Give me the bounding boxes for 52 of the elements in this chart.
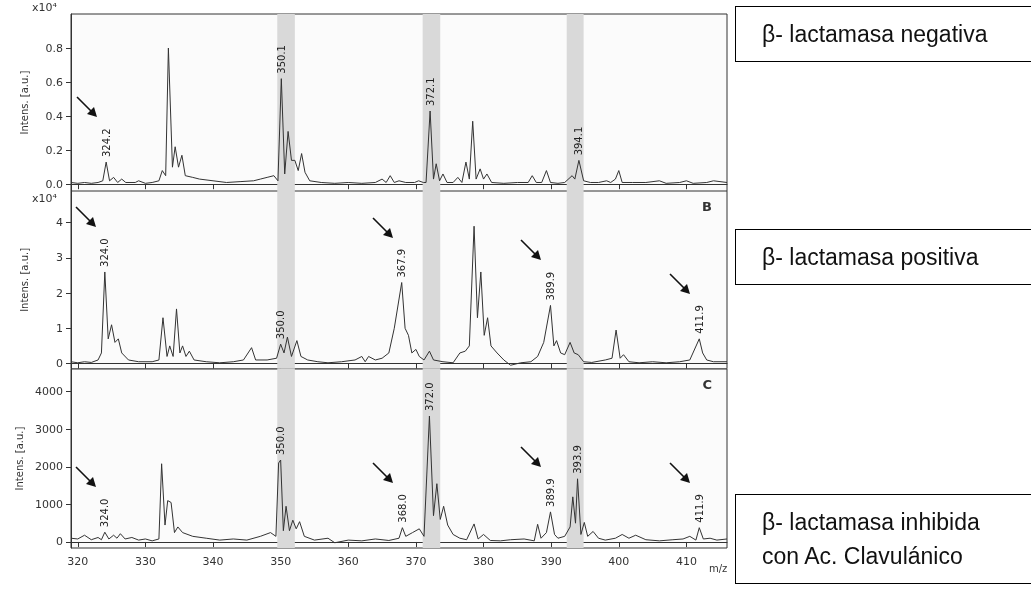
text: B — [702, 199, 713, 214]
text: C — [702, 377, 713, 392]
y-axis-title: Intens. [a.u.] — [18, 247, 30, 312]
x-tick-label: 370 — [405, 555, 427, 568]
y-tick-label: 0 — [56, 535, 63, 549]
annotation: 389.9 — [544, 271, 556, 301]
x-axis-title: m/z — [709, 563, 728, 575]
annotation: 411.9 — [693, 494, 705, 523]
x-tick-label: 360 — [337, 555, 359, 568]
annotation: 372.0 — [423, 382, 435, 412]
text: β- lactamasa negativa — [735, 6, 1031, 62]
annotation: 350.0 — [275, 310, 287, 340]
annotation: 324.0 — [99, 498, 111, 528]
annotation: 394.1 — [573, 126, 585, 156]
annotation: 350.1 — [275, 45, 287, 74]
annotation: 324.0 — [99, 238, 111, 267]
annotation: 389.9 — [544, 478, 556, 507]
x-tick-label: 340 — [202, 555, 224, 568]
x-tick-label: 320 — [67, 555, 89, 568]
y-tick-label: 3000 — [35, 422, 63, 436]
y-tick-label: 0 — [56, 357, 63, 370]
y-tick-label: 2 — [56, 286, 63, 300]
y-tick-label: 0.4 — [45, 109, 63, 123]
text: β- lactamasa inhibida con Ac. Clavulánico — [735, 494, 1031, 584]
y-tick-label: 0.0 — [45, 177, 63, 191]
y-tick-label: 0.8 — [45, 41, 63, 55]
annotation: 411.9 — [693, 305, 705, 334]
text: β- lactamasa positiva — [735, 229, 1031, 285]
x-tick-label: 380 — [473, 555, 495, 568]
annotation: 372.1 — [424, 77, 436, 107]
annotation: 350.0 — [275, 426, 287, 455]
y-axis-title: Intens. [a.u.] — [18, 70, 30, 135]
y-tick-label: 0.2 — [45, 143, 63, 157]
annotation: 368.0 — [396, 494, 408, 523]
y-tick-label: 4000 — [35, 385, 63, 399]
y-tick-label: 4 — [56, 216, 63, 230]
text: x10⁴ — [32, 192, 58, 205]
text: x10⁴ — [32, 1, 58, 14]
y-tick-label: 0.6 — [45, 75, 63, 89]
y-tick-label: 1000 — [35, 497, 63, 511]
annotation: 367.9 — [396, 248, 408, 278]
annotation: 324.2 — [100, 128, 112, 158]
y-tick-label: 3 — [56, 251, 63, 265]
y-axis-title: Intens. [a.u.] — [13, 426, 25, 491]
y-tick-label: 2000 — [35, 460, 63, 474]
x-tick-label: 330 — [134, 555, 156, 568]
x-tick-label: 410 — [675, 555, 697, 568]
y-tick-label: 1 — [56, 321, 63, 335]
x-tick-label: 350 — [270, 555, 292, 568]
x-tick-label: 400 — [608, 555, 630, 568]
x-tick-label: 390 — [540, 555, 562, 568]
annotation: 393.9 — [572, 445, 584, 474]
